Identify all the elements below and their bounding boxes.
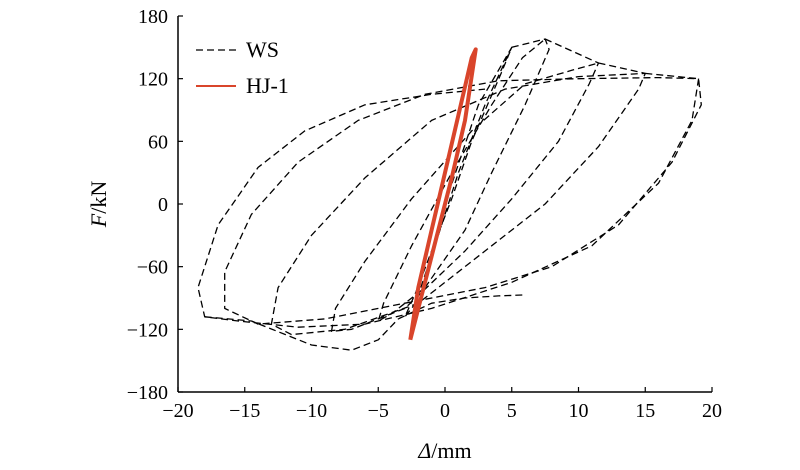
y-ticks: −180 −120 −60 0 60 120 180 [127,6,183,404]
y-axis-title: F/kN [86,181,111,229]
series-ws-loop [330,38,600,333]
y-axis-unit: /kN [86,181,111,214]
series-hj-1 [408,47,478,341]
x-axis-variable: Δ [417,438,431,463]
y-tick-label: 0 [158,194,168,216]
legend: WS HJ-1 [196,37,289,98]
y-axis-variable: F [86,213,111,228]
x-ticks: −20 −15 −10 −5 0 5 10 15 20 [162,387,722,422]
y-tick-label: 60 [148,131,168,153]
series-layer [197,38,702,351]
series-ws-loop [224,72,702,325]
legend-label-ws: WS [246,37,279,62]
series-ws-loop [197,78,700,328]
x-tick-label: 0 [440,400,450,422]
y-tick-label: 120 [138,69,168,91]
series-hj-1-loop [408,47,478,341]
legend-item-ws: WS [196,37,279,62]
series-ws-loop [270,62,646,336]
legend-item-hj1: HJ-1 [196,73,289,98]
y-tick-label: 180 [138,6,168,28]
series-ws-loop [377,38,550,322]
x-tick-label: −15 [229,400,260,422]
x-axis-title: Δ/mm [417,438,471,463]
x-tick-label: 5 [507,400,517,422]
series-ws-loop [398,294,526,320]
x-tick-label: 15 [635,400,655,422]
y-tick-label: −60 [137,257,168,279]
x-tick-label: 20 [702,400,722,422]
x-tick-label: 10 [569,400,589,422]
x-axis-unit: /mm [431,438,471,463]
y-tick-label: −120 [127,319,168,341]
y-tick-label: −180 [127,382,168,404]
series-ws-loop [204,316,399,351]
x-tick-label: −20 [162,400,193,422]
x-tick-label: −10 [296,400,327,422]
legend-label-hj1: HJ-1 [246,73,289,98]
x-tick-label: −5 [368,400,389,422]
